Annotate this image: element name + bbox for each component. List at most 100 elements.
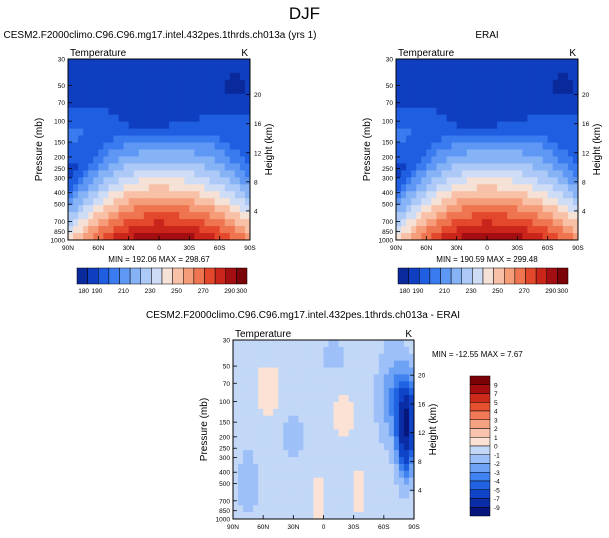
heatmap-cell [73,79,79,88]
heatmap-cell [522,100,529,109]
colorbar-label: 250 [171,288,182,295]
heatmap-cell [512,184,518,192]
heatmap-cell [224,205,231,213]
heatmap-cell [572,198,578,206]
heatmap-cell [466,177,473,185]
heatmap-cell [278,436,284,444]
heatmap-cell [436,86,443,95]
heatmap-cell [492,65,498,74]
heatmap-cell [164,149,170,158]
heatmap-cell [408,512,414,519]
heatmap-cell [263,422,269,431]
heatmap-cell [517,93,523,102]
heatmap-cell [416,121,422,130]
heatmap-cell [373,477,380,486]
heatmap-cell [179,86,185,95]
heatmap-cell [388,367,395,376]
heatmap-cell [303,340,310,348]
heatmap-cell [537,59,544,67]
heatmap-cell [189,72,195,81]
heatmap-cell [138,59,145,67]
heatmap-cell [567,177,574,185]
min-max-label: MIN = 192.06 MAX = 298.67 [108,255,210,264]
heatmap-cell [426,79,432,88]
heatmap-cell [403,463,410,472]
heatmap-cell [318,415,325,424]
heatmap-cell [303,443,310,451]
heatmap-cell [303,450,310,458]
heatmap-cell [441,149,448,158]
colorbar-cell [469,410,491,420]
heatmap-cell [378,381,385,389]
heatmap-cell [278,429,284,437]
colorbar-label: 7 [494,391,498,398]
y-tick-label: 70 [58,100,66,107]
heatmap-cell [552,142,559,151]
heatmap-cell [243,408,249,417]
heatmap-cell [421,121,427,130]
heatmap-cell [333,367,340,376]
heatmap-cell [199,93,206,102]
heatmap-cell [308,477,315,486]
heatmap-cell [118,226,125,234]
heatmap-cell [383,443,390,451]
heatmap-cell [537,184,544,192]
heatmap-cell [184,170,190,178]
heatmap-cell [466,219,473,227]
heatmap-cell [78,184,84,192]
heatmap-cell [209,100,216,109]
heatmap-cell [446,72,453,81]
heatmap-cell [408,436,414,444]
heatmap-cell [466,135,473,144]
heatmap-cell [406,93,412,102]
heatmap-cell [159,156,165,165]
heatmap-cell [373,374,380,382]
heatmap-cell [408,484,414,493]
colorbar-label: -7 [494,496,500,503]
heatmap-cell [358,498,365,506]
heatmap-cell [492,114,498,123]
heatmap-cell [253,429,259,437]
heatmap-cell [128,100,135,109]
heatmap-cell [398,491,405,499]
heatmap-cell [138,156,145,165]
heatmap-cell [273,477,279,486]
heatmap-cell [532,191,539,199]
heatmap-cell [368,422,375,431]
heatmap-cell [239,93,246,102]
heatmap-cell [288,346,294,355]
heatmap-cell [164,121,170,130]
y2-tick-label: 4 [418,488,422,495]
heatmap-cell [103,86,110,95]
y-tick-label: 30 [386,57,394,64]
heatmap-cell [263,457,269,465]
heatmap-cell [189,121,195,130]
heatmap-cell [363,463,370,472]
panel-field-label: Temperature [235,329,292,340]
heatmap-cell [552,149,559,158]
heatmap-cell [527,86,534,95]
heatmap-cell [461,142,468,151]
heatmap-cell [88,205,94,213]
heatmap-cell [383,381,390,389]
heatmap-cell [348,436,355,444]
heatmap-cell [214,205,221,213]
heatmap-cell [108,72,115,81]
heatmap-cell [562,149,569,158]
heatmap-cell [378,457,385,465]
colorbar-cell [469,489,491,499]
heatmap-cell [224,121,231,130]
heatmap-cell [268,429,274,437]
heatmap-cell [476,114,483,123]
heatmap-cell [298,395,304,403]
heatmap-cell [199,114,206,123]
heatmap-cell [537,93,544,102]
heatmap-cell [396,107,402,116]
heatmap-cell [492,107,498,116]
heatmap-cell [128,65,135,74]
heatmap-cell [194,191,201,199]
heatmap-cell [298,340,304,348]
heatmap-cell [338,381,345,389]
heatmap-cell [436,128,443,137]
heatmap-cell [108,121,115,130]
